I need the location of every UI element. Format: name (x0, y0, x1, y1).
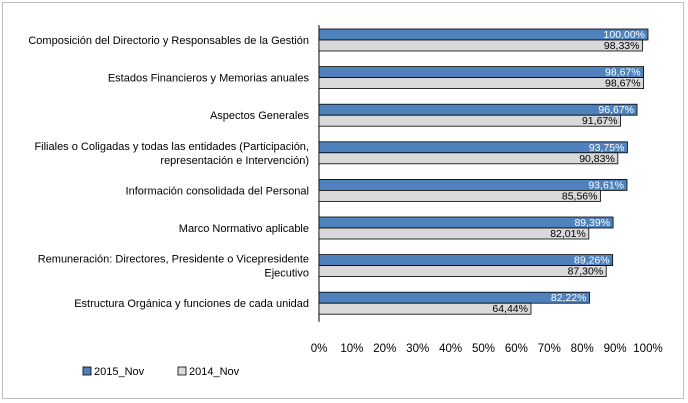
chart-frame: 100,00% 98,33% Composición del Directorio … (2, 2, 684, 399)
legend-swatch-2014_Nov (177, 366, 187, 376)
bar-2014_Nov-5 (318, 227, 590, 240)
bar-2015_Nov-6 (318, 254, 614, 267)
category-label-2: Aspectos Generales (210, 110, 310, 122)
x-tick-label-0: 0% (311, 343, 328, 355)
bar-2015_Nov-3 (318, 141, 628, 154)
bar-2015_Nov-4 (318, 178, 628, 191)
legend-label-2014_Nov: 2014_Nov (189, 366, 240, 378)
category-label-3-line-1: representación e Intervención) (160, 155, 309, 167)
bar-chart: 100,00%98,33% Composición del Directorio … (28, 25, 663, 378)
data-label-2014_Nov-7: 64,44% (492, 303, 528, 315)
bar-2014_Nov-4 (318, 189, 601, 202)
bar-2015_Nov-0 (318, 28, 649, 41)
data-label-2014_Nov-1: 98,67% (605, 78, 641, 90)
bar-2014_Nov-2 (318, 114, 621, 127)
x-tick-label-7: 70% (538, 343, 561, 355)
category-label-4: Información consolidada del Personal (126, 185, 309, 197)
data-label-2014_Nov-4: 85,56% (562, 190, 598, 202)
legend-label-2015_Nov: 2015_Nov (94, 366, 145, 378)
category-label-5: Marco Normativo aplicable (179, 223, 309, 235)
x-tick-label-5: 50% (472, 343, 495, 355)
data-label-2015_Nov-2: 96,67% (598, 104, 634, 116)
bar-2014_Nov-6 (318, 265, 607, 278)
data-label-2015_Nov-3: 93,75% (589, 142, 625, 154)
x-tick-label-10: 100% (633, 343, 662, 355)
category-label-6-line-1: Ejecutivo (264, 268, 309, 280)
data-label-2015_Nov-4: 93,61% (588, 179, 624, 191)
bar-2015_Nov-7 (318, 291, 590, 304)
data-label-2014_Nov-6: 87,30% (568, 266, 604, 278)
x-tick-label-4: 40% (439, 343, 462, 355)
category-label-6-line-0: Remuneración: Directores, Presidente o V… (38, 254, 309, 266)
data-label-2014_Nov-5: 82,01% (550, 228, 586, 240)
x-tick-label-6: 60% (505, 343, 528, 355)
bar-2015_Nov-1 (318, 66, 645, 78)
bar-2015_Nov-2 (318, 103, 638, 116)
data-label-2015_Nov-6: 89,26% (574, 255, 610, 267)
bar-2014_Nov-7 (318, 302, 532, 315)
x-tick-label-3: 30% (406, 343, 429, 355)
bar-2014_Nov-3 (318, 152, 619, 165)
legend-swatch-2015_Nov (82, 366, 92, 376)
bar-2015_Nov-5 (318, 216, 614, 229)
data-label-2015_Nov-0: 100,00% (604, 29, 645, 41)
category-label-0: Composición del Directorio y Responsable… (28, 35, 309, 47)
x-tick-label-2: 20% (373, 343, 396, 355)
x-tick-label-1: 10% (340, 343, 363, 355)
category-label-7: Estructura Orgánica y funciones de cada … (74, 298, 309, 310)
category-label-1: Estados Financieros y Memorias anuales (108, 73, 310, 85)
data-label-2015_Nov-7: 82,22% (551, 292, 587, 304)
data-label-2014_Nov-2: 91,67% (582, 115, 618, 127)
data-label-2014_Nov-3: 90,83% (579, 153, 615, 165)
x-tick-label-8: 80% (571, 343, 594, 355)
category-label-3-line-0: Filiales o Coligadas y todas las entidad… (34, 141, 309, 153)
data-label-2015_Nov-1: 98,67% (605, 67, 641, 79)
x-tick-label-9: 90% (604, 343, 627, 355)
bar-2014_Nov-1 (318, 77, 645, 89)
data-label-2014_Nov-0: 98,33% (604, 40, 640, 52)
data-label-2015_Nov-5: 89,39% (574, 217, 610, 229)
bar-2014_Nov-0 (318, 39, 643, 52)
